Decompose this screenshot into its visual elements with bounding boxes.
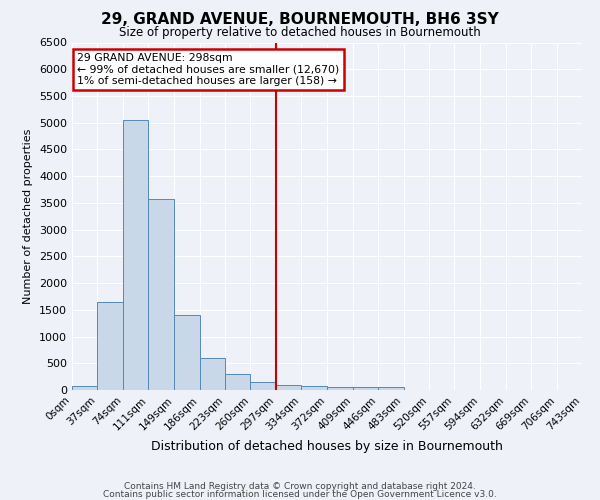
Bar (353, 388, 378, 390)
Bar (276, 384, 301, 390)
Bar (72, 386, 97, 390)
Text: 29, GRAND AVENUE, BOURNEMOUTH, BH6 3SY: 29, GRAND AVENUE, BOURNEMOUTH, BH6 3SY (101, 12, 499, 28)
Text: 29 GRAND AVENUE: 298sqm
← 99% of detached houses are smaller (12,670)
1% of semi: 29 GRAND AVENUE: 298sqm ← 99% of detache… (77, 53, 340, 86)
Bar (225, 374, 250, 390)
X-axis label: Distribution of detached houses by size in Bournemouth: Distribution of detached houses by size … (151, 440, 503, 453)
Y-axis label: Number of detached properties: Number of detached properties (23, 128, 34, 304)
Bar (328, 387, 353, 390)
Bar (200, 358, 225, 390)
Bar (123, 120, 148, 390)
Text: Contains HM Land Registry data © Crown copyright and database right 2024.: Contains HM Land Registry data © Crown c… (124, 482, 476, 491)
Bar (301, 386, 326, 390)
Bar (148, 199, 173, 390)
Bar (174, 315, 200, 390)
Text: Contains public sector information licensed under the Open Government Licence v3: Contains public sector information licen… (103, 490, 497, 499)
Text: Size of property relative to detached houses in Bournemouth: Size of property relative to detached ho… (119, 26, 481, 39)
Bar (378, 387, 404, 390)
Bar (250, 382, 276, 390)
Bar (97, 302, 123, 390)
